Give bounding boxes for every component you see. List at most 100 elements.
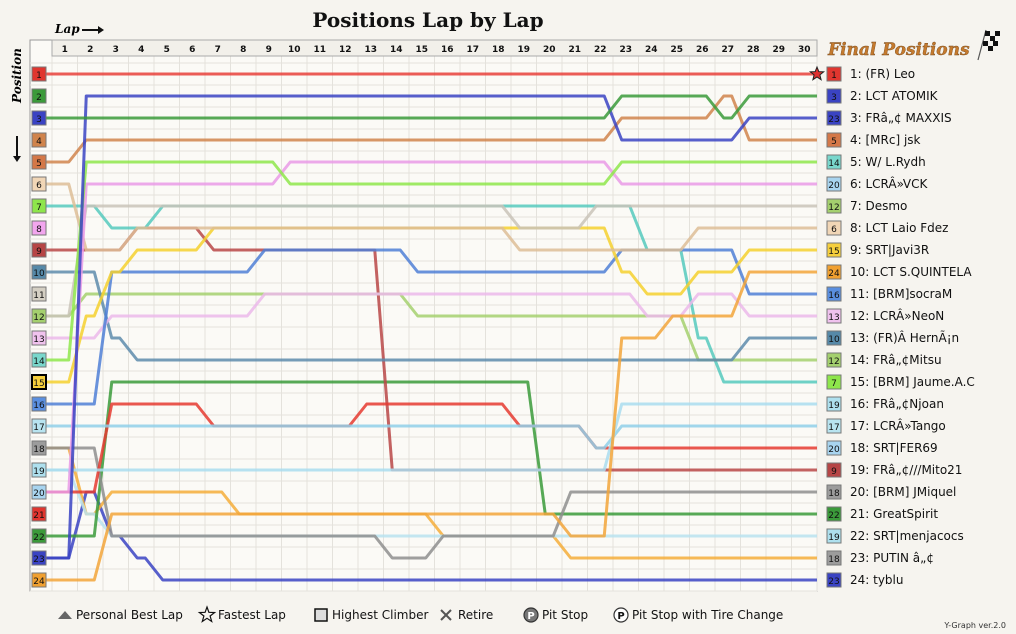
series-line [46, 160, 817, 362]
series-line [46, 160, 817, 494]
start-position-badge [31, 418, 47, 434]
lap-tick-label: 16 [441, 45, 454, 55]
lap-tick-label: 28 [747, 45, 760, 55]
credit-text: Y-Graph ver.2.0 [943, 621, 1006, 630]
series-line [46, 424, 817, 450]
final-start-badge [826, 220, 842, 236]
legend-label: Pit Stop [542, 608, 588, 622]
start-position-badge [31, 264, 47, 280]
final-position-driver: 18: SRT|FER69 [850, 441, 938, 455]
final-start-number: 6 [831, 225, 837, 235]
final-start-badge [826, 550, 842, 566]
start-position-badge [31, 286, 47, 302]
series-line [46, 94, 817, 164]
start-position-number: 1 [36, 71, 42, 81]
lap-tick-label: 4 [138, 45, 144, 55]
lap-arrow-icon [82, 26, 104, 34]
series-lines [46, 72, 817, 582]
x-icon [440, 609, 452, 621]
final-start-badge [826, 440, 842, 456]
lap-tick-label: 21 [568, 45, 581, 55]
start-position-badge [31, 462, 47, 478]
start-position-badge [31, 484, 47, 500]
lap-tick-label: 20 [543, 45, 556, 55]
final-start-badge [826, 88, 842, 104]
lap-tick-label: 26 [696, 45, 709, 55]
lap-tick-label: 11 [313, 45, 326, 55]
final-start-badge [826, 242, 842, 258]
series-line [46, 270, 817, 582]
final-start-badge [826, 528, 842, 544]
start-position-number: 11 [33, 291, 44, 301]
final-start-number: 10 [828, 335, 840, 345]
square-icon [314, 608, 328, 622]
start-position-number: 22 [33, 533, 44, 543]
pit-icon [613, 607, 629, 623]
final-position-driver: 17: LCRÂ»Tango [850, 418, 946, 433]
final-position-driver: 4: [MRc] jsk [850, 133, 921, 147]
start-position-badge [31, 242, 47, 258]
legend-label: Fastest Lap [218, 608, 286, 622]
legend-item: Highest Climber [314, 608, 428, 622]
position-axis-label: Position [10, 48, 24, 104]
lap-tick-label: 1 [62, 45, 68, 55]
final-start-number: 9 [831, 467, 837, 477]
final-position-driver: 7: Desmo [850, 199, 907, 213]
final-start-number: 23 [828, 577, 839, 587]
final-start-badge [826, 396, 842, 412]
start-position-number: 23 [33, 555, 44, 565]
final-position-driver: 1: (FR) Leo [850, 67, 915, 81]
start-position-number: 12 [33, 313, 44, 323]
position-arrow-icon [13, 136, 21, 162]
final-positions-title: Final Positions [827, 40, 970, 60]
start-position-number: 19 [33, 467, 45, 477]
triangle-icon [58, 611, 72, 619]
series-line [46, 292, 817, 340]
series-line [46, 94, 817, 120]
start-position-badge [31, 374, 47, 390]
final-start-badge [826, 308, 842, 324]
final-start-number: 19 [828, 533, 840, 543]
fastest-lap-star-icon [808, 65, 826, 81]
final-start-number: 7 [831, 379, 837, 389]
final-position-driver: 5: W/ L.Rydh [850, 155, 926, 169]
legend-item: Retire [440, 608, 493, 622]
final-position-driver: 13: (FR)Â HernÃ¡n [850, 330, 959, 345]
final-start-badge [826, 264, 842, 280]
star-icon [197, 605, 217, 623]
start-position-badge [31, 396, 47, 412]
final-start-badge [826, 418, 842, 434]
start-position-number: 3 [36, 115, 42, 125]
chart-title: Positions Lap by Lap [312, 8, 543, 32]
final-position-driver: 11: [BRM]socraM [850, 287, 952, 301]
final-position-driver: 10: LCT S.QUINTELA [850, 265, 972, 279]
legend-label: Personal Best Lap [76, 608, 183, 622]
final-start-number: 13 [828, 313, 839, 323]
final-start-number: 18 [828, 489, 840, 499]
final-start-badge [826, 572, 842, 588]
legend-label: Highest Climber [332, 608, 428, 622]
series-line [46, 204, 817, 318]
final-position-driver: 2: LCT ATOMIK [850, 89, 939, 103]
start-position-badge [31, 308, 47, 324]
start-position-number: 20 [33, 489, 45, 499]
lap-tick-label: 2 [87, 45, 93, 55]
pit-icon-letter: P [617, 611, 624, 622]
legend-item: P Pit Stop [523, 607, 588, 623]
final-position-driver: 23: PUTIN â„¢ [850, 551, 934, 565]
lap-tick-label: 12 [339, 45, 352, 55]
start-position-number: 13 [33, 335, 44, 345]
final-start-number: 1 [831, 71, 837, 81]
final-start-number: 20 [828, 181, 840, 191]
lap-axis: 1 2 3 4 5 6 7 8 9 10 11 12 13 14 15 16 17 18 19 20 21 22 23 24 2… [51, 39, 818, 57]
final-start-badge [826, 176, 842, 192]
series-line [46, 490, 817, 582]
final-position-driver: 12: LCRÂ»NeoN [850, 308, 944, 323]
start-position-number: 14 [33, 357, 45, 367]
final-start-badge [826, 352, 842, 368]
final-start-number: 12 [828, 357, 839, 367]
final-positions-list: 1 1: (FR) Leo 3 2: LCT ATOMIK 23 3: FRâ„¢ MAX… [808, 65, 975, 588]
pit-icon-letter: P [527, 611, 534, 622]
